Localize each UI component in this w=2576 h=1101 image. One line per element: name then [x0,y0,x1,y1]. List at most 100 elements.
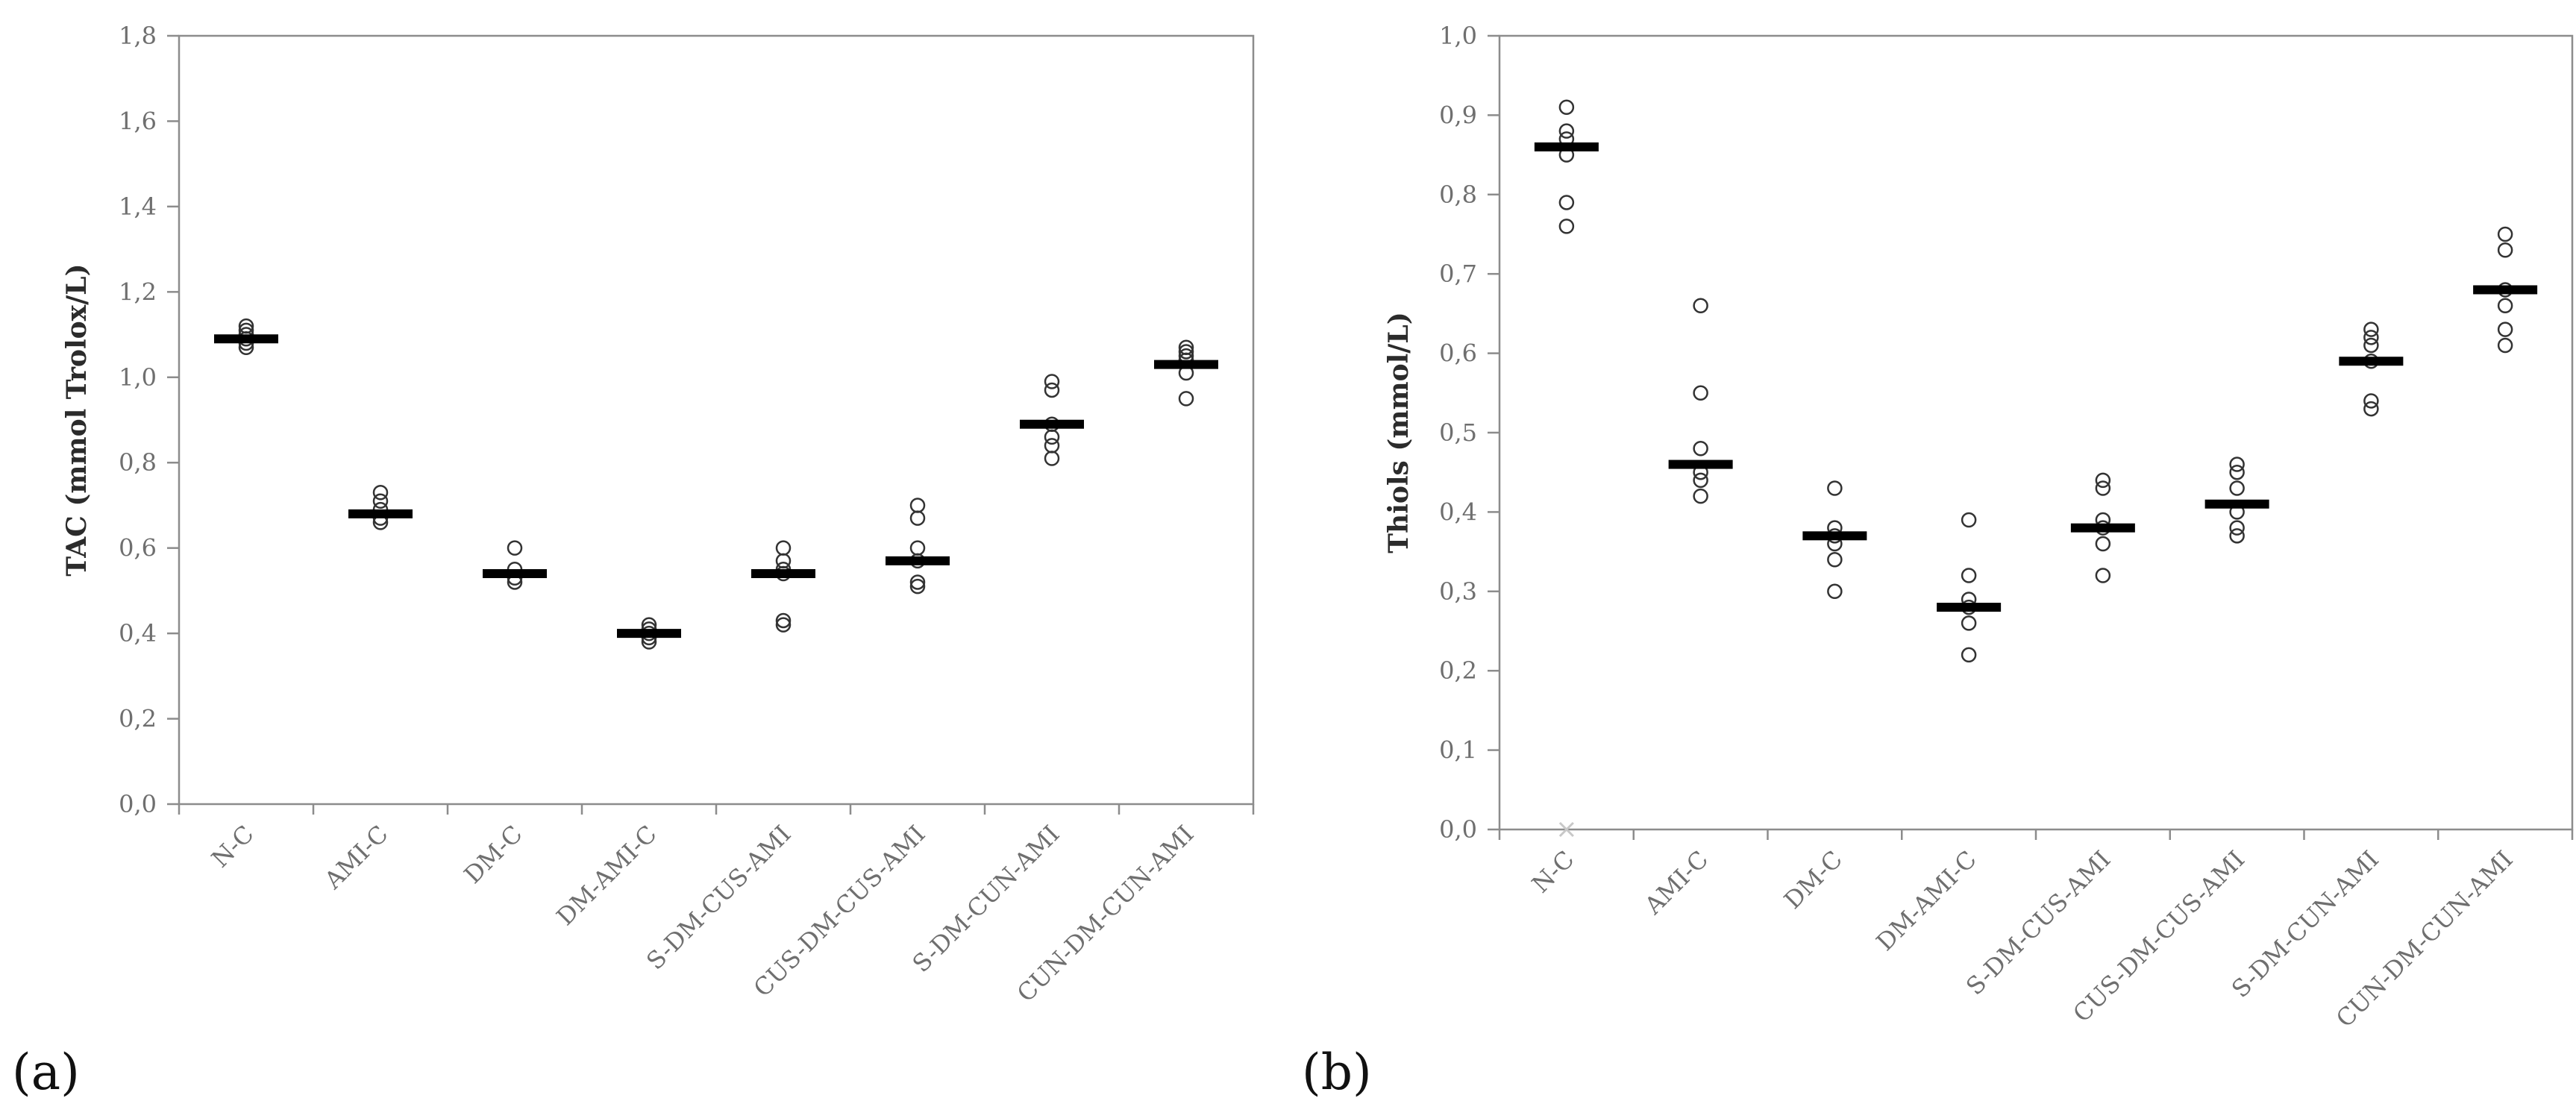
data-point [2497,337,2513,354]
data-point [2229,520,2245,536]
data-point [2229,480,2245,496]
median-bar [1154,360,1218,369]
median-bar [2070,523,2135,533]
data-point [909,578,926,595]
data-point [2095,472,2111,489]
chart-thiols: 0,0 0,1 0,2 0,3 0,4 0,5 0,6 0,7 0,8 0,9 1,0 Thiols … [1383,22,2574,1033]
data-point [1558,123,1575,139]
data-point [909,498,926,513]
x-tick-label: DM-AMI-C [1871,845,1982,956]
y-axis-title: TAC (mmol Trolox/L) [61,263,93,576]
data-point [775,540,792,556]
data-point [2095,536,2111,552]
y-tick-label: 1,4 [119,192,157,221]
outlier-marker [1558,821,1574,838]
data-point [1693,385,1708,401]
panel-label-b: (b) [1302,1044,1372,1101]
data-point [2095,480,2111,496]
x-tick-label: AMI-C [319,820,394,895]
data-point [2497,242,2513,258]
data-point [909,510,926,526]
x-tick-label: DM-C [459,820,528,889]
data-point [1558,195,1575,210]
data-point [2229,457,2245,472]
x-tick-label: S-DM-CUS-AMI [1961,845,2116,1001]
x-tick-label: S-DM-CUN-AMI [907,820,1065,978]
data-point [1961,568,1977,583]
y-tick-label: 0,2 [119,705,157,733]
data-point [2363,401,2379,417]
x-tick-label: AMI-C [1638,845,1714,920]
data-point [1558,219,1575,234]
median-bar [348,509,413,518]
y-tick-label: 0,9 [1439,101,1477,129]
y-tick-label: 1,0 [1439,22,1477,50]
y-tick-label: 1,8 [119,22,157,50]
x-tick-label: DM-AMI-C [551,820,662,931]
median-bar [2204,499,2269,509]
y-tick-label: 0,5 [1439,418,1477,447]
data-point [1693,298,1708,314]
data-point [1178,391,1194,407]
y-tick-label: 0,2 [1439,656,1477,685]
chart-tac: 0,0 0,2 0,4 0,6 0,8 1,0 1,2 1,4 1,6 1,8 TAC (mmol … [61,22,1255,1008]
y-tick-label: 1,0 [119,363,157,392]
data-point [1827,551,1843,568]
median-bar [2473,285,2538,295]
y-tick-label: 0,0 [1439,815,1477,844]
y-tick-label: 0,1 [1439,736,1477,765]
median-bar [751,569,815,578]
y-tick-label: 0,4 [119,619,157,647]
data-point [1044,438,1060,454]
data-point [372,493,389,509]
median-bar [1668,459,1733,469]
data-point [1693,472,1708,489]
data-point [2095,568,2111,583]
median-bar [1802,531,1867,541]
y-tick-label: 0,7 [1439,260,1477,288]
x-tick-label: N-C [206,820,260,873]
panel-label-a: (a) [12,1044,80,1101]
data-point [2497,226,2513,242]
median-bar [886,556,950,565]
data-point [507,540,523,556]
data-point [372,485,389,501]
y-tick-label: 0,6 [119,534,157,562]
y-tick-label: 1,2 [119,277,157,306]
data-point [1961,647,1977,663]
median-bar [1534,142,1599,151]
data-point [775,612,792,629]
median-bar [1937,603,2002,612]
x-tick-label: DM-C [1779,845,1848,915]
data-point [1693,441,1708,457]
x-tick-label: N-C [1526,845,1580,899]
median-bar [214,334,278,344]
y-tick-label: 0,3 [1439,577,1477,606]
data-point [2497,298,2513,314]
y-tick-label: 0,0 [119,790,157,818]
y-axis-title: Thiols (mmol/L) [1383,312,1414,553]
data-point [909,574,926,590]
data-point [775,617,792,633]
x-tick-label: S-DM-CUS-AMI [641,820,797,976]
median-bar [617,629,681,639]
y-tick-label: 0,6 [1439,339,1477,368]
median-bar [483,569,547,578]
data-point [1178,344,1194,360]
data-point [2497,321,2513,337]
y-tick-label: 0,8 [119,448,157,477]
y-tick-label: 0,4 [1439,498,1477,526]
data-point [2229,464,2245,480]
median-bar [2339,357,2404,366]
data-point [2229,528,2245,544]
data-point [1827,583,1843,600]
y-tick-label: 1,6 [119,107,157,135]
plot-frame [178,34,1255,806]
data-point [1044,451,1060,466]
data-point [1827,480,1843,496]
data-point [1693,488,1708,504]
data-point [1044,374,1060,389]
data-point [2363,321,2379,337]
data-point [909,540,926,556]
